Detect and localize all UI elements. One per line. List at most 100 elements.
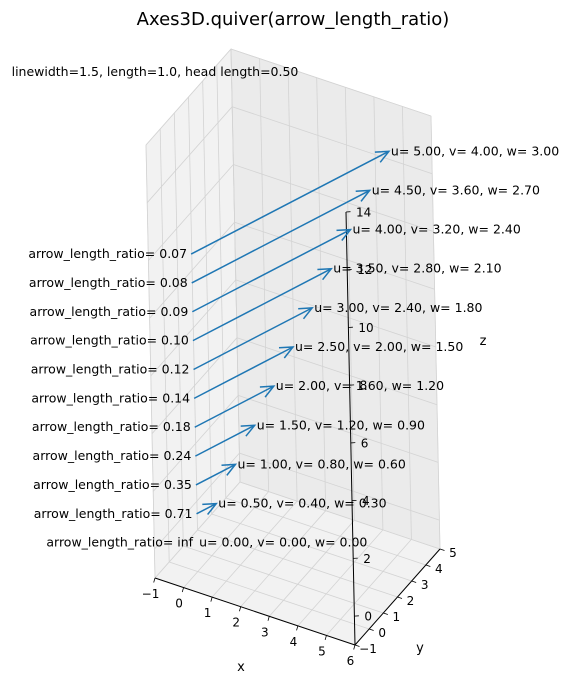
arrow-vector-label: u= 5.00, v= 4.00, w= 3.00 (391, 143, 559, 158)
arrow-ratio-label: arrow_length_ratio= 0.10 (30, 333, 189, 348)
z-tick-label: 0 (364, 610, 372, 624)
y-tick (397, 596, 403, 599)
grid-line (344, 87, 355, 521)
arrow-vector-label: u= 3.00, v= 2.40, w= 1.80 (314, 300, 482, 315)
grid-line (216, 64, 227, 499)
grid-line (235, 279, 436, 348)
arrow-vector-label: u= 0.00, v= 0.00, w= 0.00 (199, 535, 367, 550)
arrow-shaft (191, 189, 371, 284)
y-tick (383, 612, 388, 615)
y-tick-label: 0 (378, 626, 386, 640)
grid-line (232, 106, 433, 175)
y-tick-label: 1 (392, 610, 400, 624)
grid-line (230, 48, 432, 117)
arrow-head (202, 502, 218, 515)
arrow-shaft (193, 346, 294, 400)
grid-line (238, 395, 439, 463)
grid-line (145, 48, 232, 146)
x-tick (324, 635, 327, 641)
z-tick-label: 6 (361, 436, 369, 450)
grid-line (287, 68, 298, 502)
grid-line (236, 337, 438, 406)
x-axis-label: x (237, 660, 245, 675)
arrow-vector-label: u= 3.50, v= 2.80, w= 2.10 (333, 261, 501, 276)
arrow-ratio-label: arrow_length_ratio= 0.08 (29, 275, 188, 290)
y-tick-label: 5 (449, 546, 457, 560)
arrow-vector-label: u= 4.50, v= 3.60, w= 2.70 (372, 182, 540, 197)
grid-line (148, 164, 234, 261)
arrow-shaft (193, 307, 313, 371)
arrow-ratio-label: arrow_length_ratio= 0.18 (32, 419, 191, 434)
arrow-labels: arrow_length_ratio= inf u= 0.00, v= 0.00,… (28, 143, 559, 549)
arrow-vector-label: u= 0.50, v= 0.40, w= 0.30 (218, 496, 386, 511)
arrow-ratio-label: arrow_length_ratio= 0.14 (31, 390, 190, 405)
z-tick-label: 4 (362, 494, 370, 508)
z-tick-label: 10 (358, 321, 373, 335)
y-tick-label: −1 (359, 642, 377, 656)
grid-line (373, 96, 384, 530)
x-tick (153, 577, 156, 583)
arrow-head (374, 150, 391, 163)
y-tick-label: 2 (407, 594, 415, 608)
x-tick-label: 5 (318, 644, 326, 658)
z-tick-label: 12 (357, 263, 372, 277)
arrow-vector-label: u= 1.50, v= 1.20, w= 0.90 (257, 417, 425, 432)
x-tick (210, 597, 213, 602)
arrow-vector-label: u= 4.00, v= 3.20, w= 2.40 (353, 222, 521, 237)
grid-line (146, 106, 233, 203)
y-tick (369, 628, 374, 631)
z-tick-label: 2 (363, 552, 371, 566)
arrow-head (336, 228, 353, 241)
z-axis-line (345, 211, 356, 646)
arrow-ratio-label: arrow_length_ratio= 0.12 (31, 362, 190, 377)
z-tick-label: 14 (356, 206, 371, 220)
x-tick-label: 2 (232, 616, 240, 630)
y-tick-label: 3 (421, 578, 429, 592)
arrow-head (317, 267, 333, 281)
x-tick (181, 587, 184, 593)
grid-line (159, 128, 170, 563)
grid-line (239, 452, 440, 521)
grid-line (173, 112, 184, 547)
arrow-head (221, 463, 238, 476)
grid-line (233, 164, 434, 232)
arrow-shaft (192, 268, 332, 342)
grid-lines (145, 48, 441, 646)
x-tick-label: −1 (142, 587, 160, 601)
x-tick-label: 4 (290, 635, 298, 649)
grid-line (234, 221, 435, 290)
arrow-shaft (190, 150, 390, 255)
arrow-head (355, 189, 372, 202)
grid-line (197, 529, 398, 598)
grid-line (211, 513, 412, 582)
arrow-shaft (194, 385, 275, 428)
arrow-head (278, 346, 295, 359)
grid-line (145, 144, 156, 579)
arrow-ratio-label: arrow_length_ratio= 0.71 (34, 506, 193, 521)
arrow-ratio-label: arrow_length_ratio= 0.35 (33, 477, 192, 492)
x-tick (353, 644, 356, 650)
x-tick-label: 1 (204, 606, 212, 620)
grid-line (430, 115, 441, 550)
arrow-shaft (191, 228, 351, 313)
grid-line (202, 80, 213, 515)
x-tick-label: 6 (347, 654, 355, 668)
grid-line (239, 481, 441, 550)
z-axis-label: z (480, 334, 487, 349)
x-tick (296, 625, 299, 631)
arrow-head (298, 307, 314, 320)
arrow-head (240, 424, 257, 437)
arrow-ratio-label: arrow_length_ratio= 0.09 (30, 304, 189, 319)
grid-line (169, 561, 370, 630)
arrow-vector-label: u= 2.00, v= 1.60, w= 1.20 (276, 378, 444, 393)
x-tick-label: 3 (261, 625, 269, 639)
z-tick-label: 8 (360, 379, 368, 393)
grid-line (225, 497, 426, 566)
chart-subtitle: linewidth=1.5, length=1.0, head length=0… (12, 64, 299, 79)
grid-line (402, 106, 412, 540)
chart-title: Axes3D.quiver(arrow_length_ratio) (137, 9, 450, 30)
grid-line (183, 545, 384, 614)
x-axis-line (154, 577, 356, 646)
